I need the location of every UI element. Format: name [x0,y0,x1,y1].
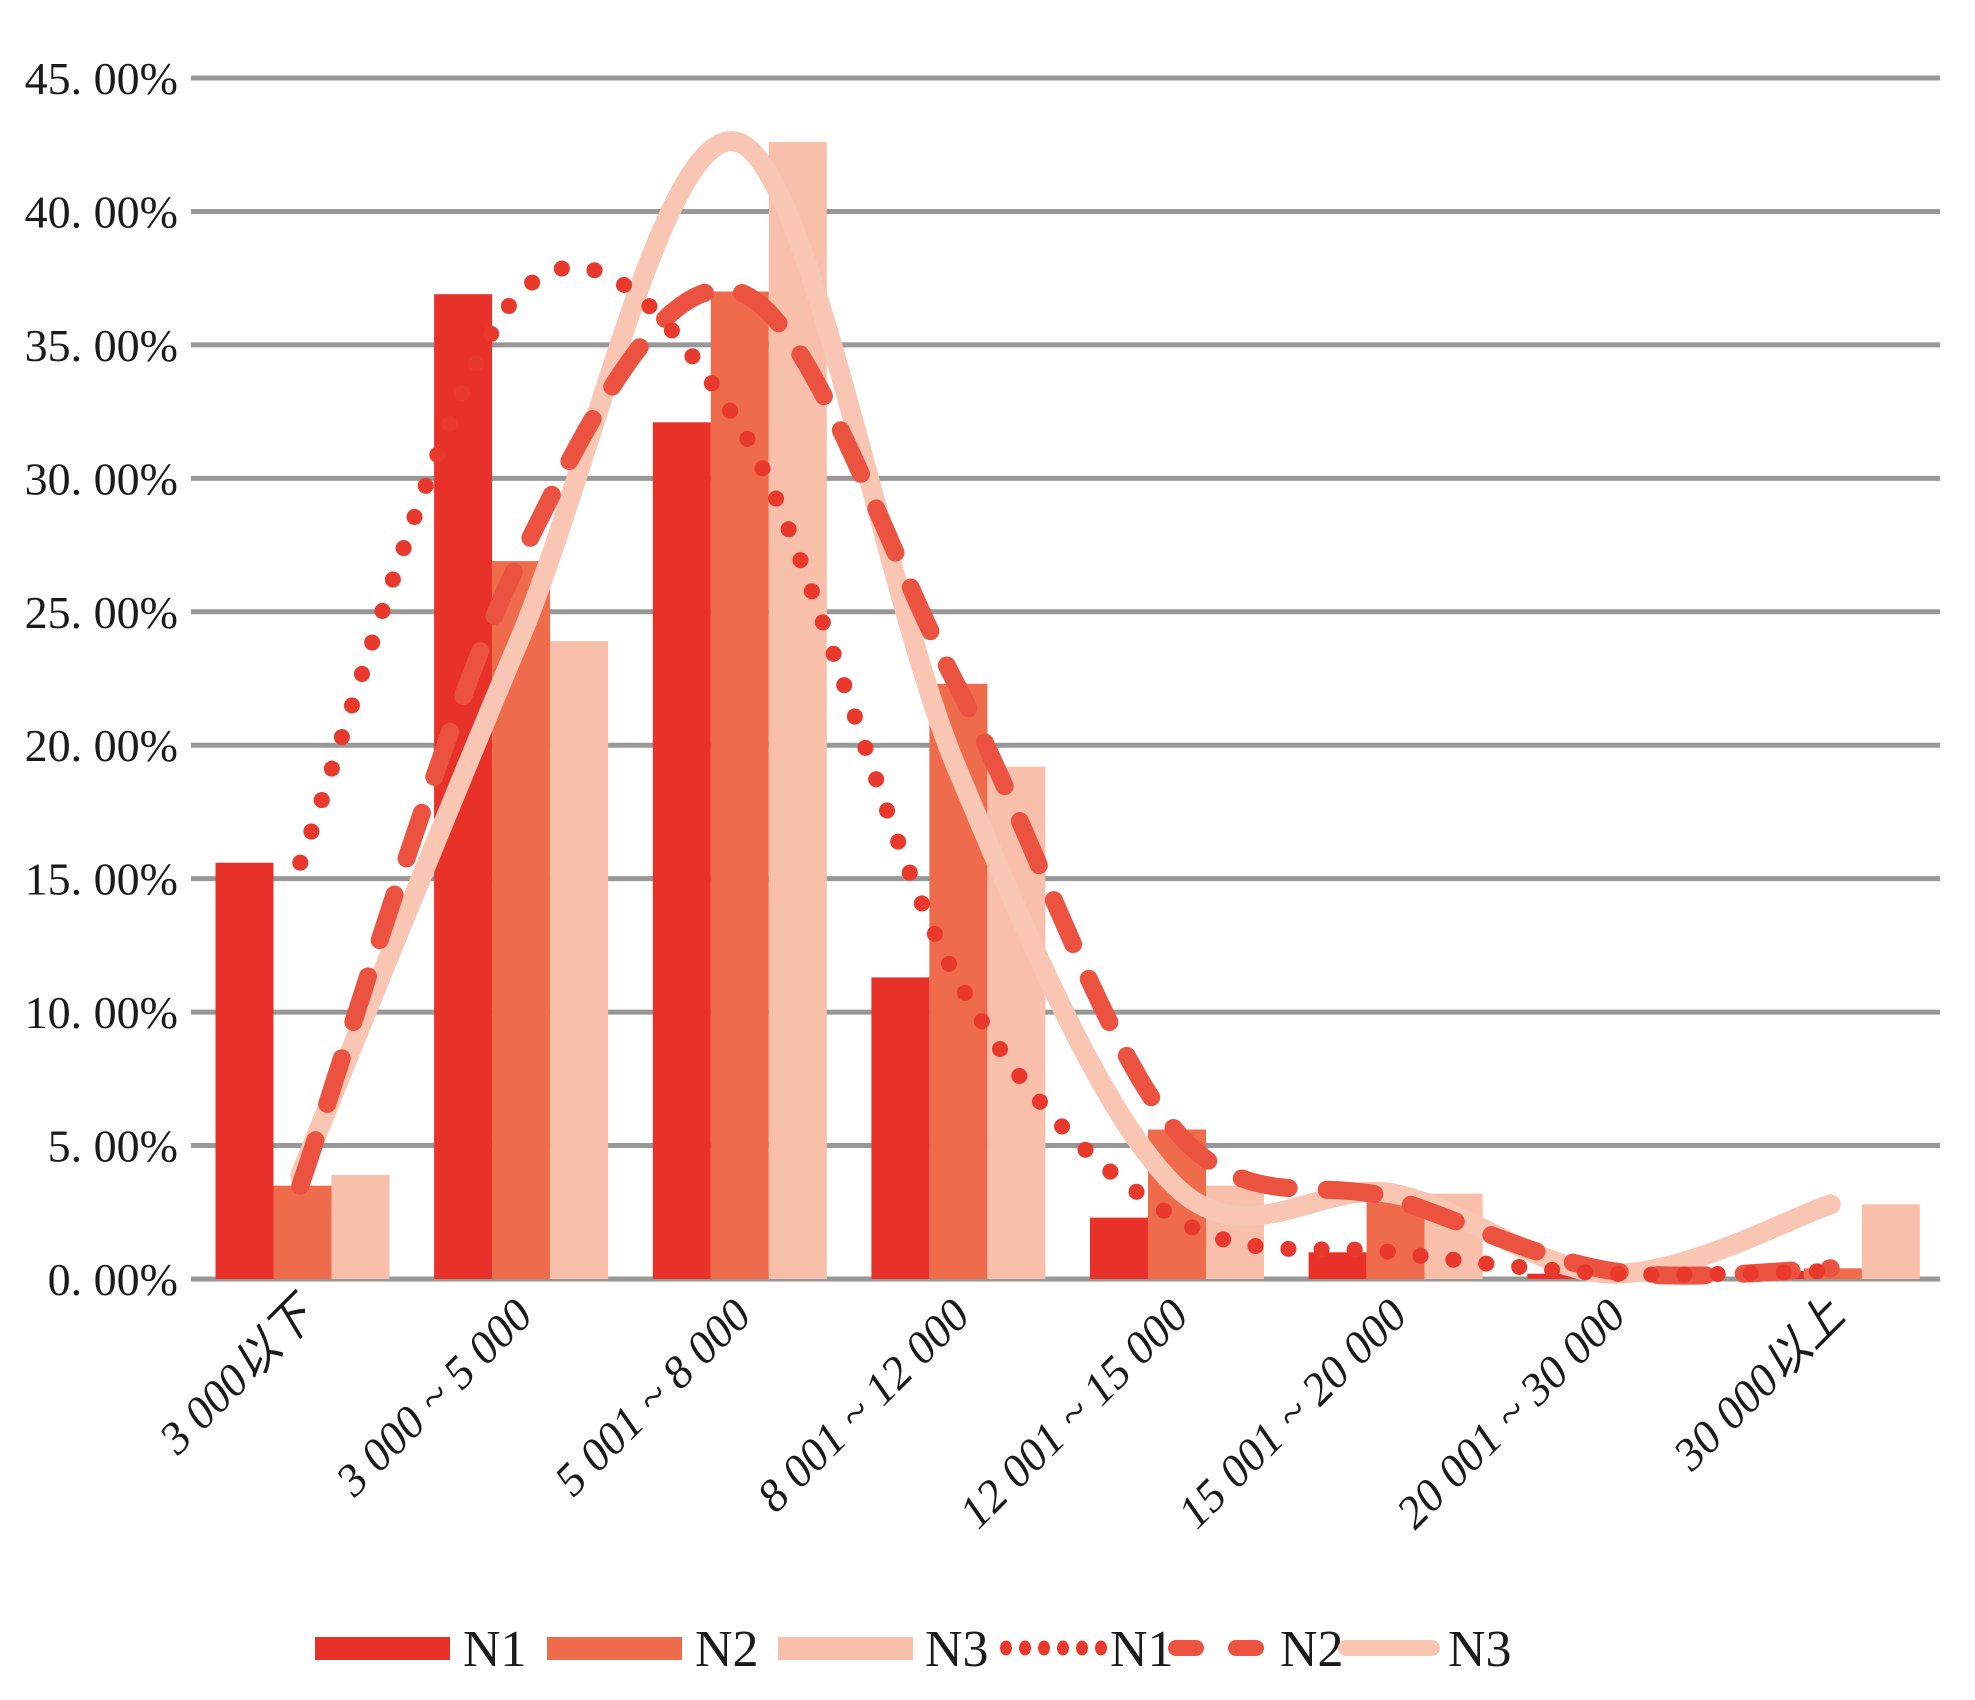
bar-n1-cat1 [215,862,274,1279]
smoothed-line-n1-dotted [292,259,1839,1283]
y-axis-label: 5. 00% [48,1121,178,1172]
y-axis-label: 20. 00% [25,720,178,771]
bar-n3-cat8 [1861,1204,1920,1279]
legend-swatch-dotted-dot [1076,1640,1088,1656]
x-axis-label: 3 000 ~ 5 000 [325,1289,542,1506]
legend-swatch-solid-line [1338,1640,1440,1656]
legend-swatch-dotted-dot [1000,1640,1012,1656]
y-axis-label: 45. 00% [25,53,178,104]
y-axis-label: 15. 00% [25,854,178,905]
x-axis-label: 3 000以下 [148,1284,328,1464]
legend-swatch-dash [1228,1640,1264,1656]
legend-label-n2: N2 [695,1621,759,1678]
legend-label-n1: N1 [1110,1621,1174,1678]
bar-n3-cat2 [550,641,609,1279]
bar-n1-cat4 [871,977,930,1279]
legend-swatch-bar-n3 [778,1637,913,1660]
legend-swatch-dotted-dot [1057,1640,1069,1656]
y-axis-label: 10. 00% [25,987,178,1038]
legend-swatch-bar-n2 [547,1637,682,1660]
legend-swatch-dotted-dot [1019,1640,1031,1656]
legend-label-n1: N1 [463,1621,527,1678]
bar-n3-cat5 [1206,1185,1264,1279]
bar-n3-cat1 [331,1174,390,1279]
bar-n1-cat3 [652,422,711,1279]
x-axis-label: 12 001 ~ 15 000 [949,1289,1198,1538]
legend-swatch-dotted-dot [1095,1640,1107,1656]
x-axis-label: 20 001 ~ 30 000 [1386,1289,1635,1538]
legend-swatch-dotted-dot [1038,1640,1050,1656]
legend-swatch-dash [1168,1640,1204,1656]
smoothed-line-n2-dashed [291,280,1840,1285]
y-axis-label: 30. 00% [25,453,178,504]
y-axis-label: 40. 00% [25,186,178,237]
legend-label-n2: N2 [1280,1621,1344,1678]
legend-label-n3: N3 [1448,1621,1512,1678]
legend-label-n3: N3 [925,1621,989,1678]
x-axis-label: 8 001 ~ 12 000 [747,1289,980,1522]
bar-n2-cat3 [710,291,769,1279]
legend-swatch-bar-n1 [315,1637,450,1660]
y-axis-label: 35. 00% [25,320,178,371]
bar-n1-cat5 [1090,1217,1148,1279]
y-axis-label: 0. 00% [48,1254,178,1305]
bar-n2-cat1 [273,1185,332,1279]
x-axis-label: 30 000以上 [1662,1288,1854,1480]
x-axis-label: 15 001 ~ 20 000 [1168,1289,1417,1538]
y-axis-label: 25. 00% [25,587,178,638]
x-axis-label: 5 001 ~ 8 000 [544,1289,760,1505]
